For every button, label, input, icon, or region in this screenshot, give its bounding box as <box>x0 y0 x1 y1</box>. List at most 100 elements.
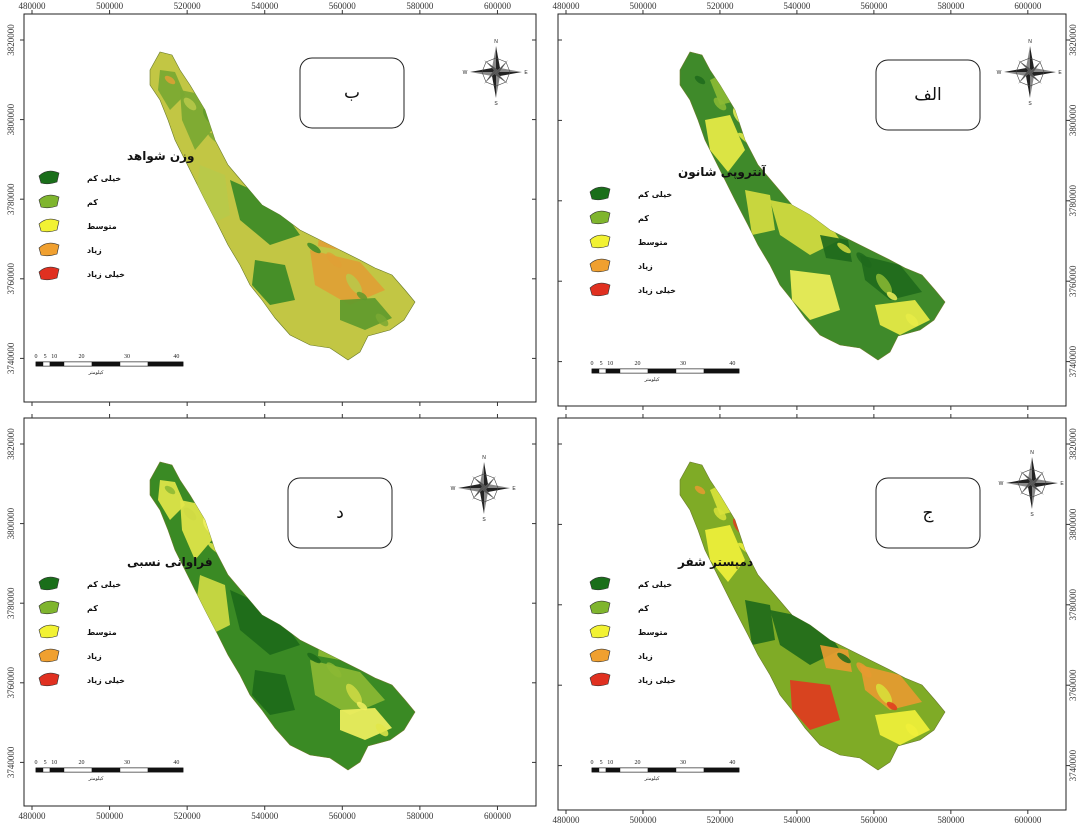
scale-number: 30 <box>680 760 686 766</box>
map-panel-b: 480000 500000 520000 540000 560000 580000 6000… <box>6 1 537 406</box>
class-patch <box>356 291 368 301</box>
class-patch <box>790 270 840 320</box>
compass-letter: N <box>482 455 486 461</box>
class-patch <box>375 313 389 327</box>
x-tick-label: 520000 <box>174 811 202 821</box>
y-tick-label: 3780000 <box>1068 185 1078 217</box>
class-patch <box>356 701 368 711</box>
scale-number: 20 <box>635 361 641 367</box>
legend-item-label: متوسط <box>87 222 117 231</box>
panel-label-box <box>299 57 405 129</box>
x-tick-label: 500000 <box>629 1 657 11</box>
legend-swatch <box>589 624 611 639</box>
compass-letter: E <box>1058 70 1062 76</box>
class-patch <box>307 242 321 254</box>
x-tick-label: 520000 <box>706 815 734 823</box>
class-patch <box>345 683 363 705</box>
panel-label-box <box>875 477 981 549</box>
scale-number: 5 <box>44 354 47 360</box>
y-tick-label: 3740000 <box>1068 749 1078 781</box>
legend-item-label: کم <box>87 198 98 207</box>
panel-frame <box>23 13 537 403</box>
legend: آنتروپی شانون خیلی کم کم متوسط زیاد خیلی زیاد <box>589 164 767 297</box>
panel-frame <box>23 417 537 807</box>
scale-unit: کیلومتر <box>643 377 660 383</box>
y-tick-label: 3800000 <box>1068 508 1078 540</box>
scale-bar-segment <box>35 361 44 367</box>
scale-number: 5 <box>600 760 603 766</box>
scale-bar-segment <box>703 368 740 374</box>
x-tick-label: 580000 <box>406 811 434 821</box>
scale-number: 30 <box>124 760 130 766</box>
class-patch <box>183 97 197 111</box>
scale-bar-segment <box>119 361 149 367</box>
compass-letter: N <box>494 39 498 45</box>
class-patch <box>820 645 852 672</box>
x-tick-label: 560000 <box>860 1 888 11</box>
x-tick-label: 540000 <box>783 1 811 11</box>
north-arrow-icon: N E S W <box>451 455 517 523</box>
class-patch <box>886 291 898 301</box>
compass-letter: E <box>524 70 528 76</box>
scale-number: 30 <box>680 361 686 367</box>
scale-number: 10 <box>51 760 57 766</box>
scale-number: 0 <box>35 354 38 360</box>
legend-item-label: خیلی زیاد <box>87 676 125 685</box>
x-tick-label: 500000 <box>629 815 657 823</box>
compass-letter: W <box>451 486 456 492</box>
y-tick-label: 3740000 <box>1068 345 1078 377</box>
scale-bar-segment <box>675 767 705 773</box>
legend-swatch <box>589 576 611 591</box>
legend-swatch <box>38 242 60 257</box>
scale-bar-segment <box>35 767 44 773</box>
class-patch <box>326 662 342 678</box>
x-tick-label: 540000 <box>251 811 279 821</box>
y-tick-label: 3820000 <box>6 428 16 460</box>
x-tick-label: 600000 <box>1014 815 1042 823</box>
scale-number: 20 <box>79 354 85 360</box>
class-patch <box>694 75 706 85</box>
y-tick-label: 3780000 <box>6 587 16 619</box>
class-patch <box>158 480 185 520</box>
scale-number: 5 <box>600 361 603 367</box>
compass-letter: S <box>482 517 486 523</box>
class-patch <box>790 680 840 730</box>
panel-frame <box>557 13 1067 407</box>
scale-number: 40 <box>729 760 735 766</box>
scale-number: 5 <box>44 760 47 766</box>
legend-item-label: خیلی کم <box>87 174 121 183</box>
compass-letter: S <box>1030 512 1034 518</box>
y-tick-label: 3800000 <box>6 103 16 135</box>
class-patch <box>307 652 321 664</box>
scale-number: 40 <box>729 361 735 367</box>
legend-item-label: خیلی کم <box>638 190 672 199</box>
map-panel-alef: 480000 500000 520000 540000 560000 580000 6000… <box>553 1 1078 410</box>
class-patch <box>860 665 922 710</box>
compass-letter: W <box>463 70 468 76</box>
legend-swatch <box>38 624 60 639</box>
class-patch <box>164 485 176 495</box>
north-arrow-icon: N E S W <box>463 39 529 107</box>
scale-number: 0 <box>591 361 594 367</box>
scale-bar: 0 5 10 20 30 40 کیلومتر <box>591 361 740 383</box>
x-tick-label: 480000 <box>19 1 47 11</box>
legend-swatch <box>38 648 60 663</box>
x-tick-label: 580000 <box>937 815 965 823</box>
panel-label-box <box>287 477 393 549</box>
panel-label: د <box>336 503 344 523</box>
legend: وزن شواهد خیلی کم کم متوسط زیاد خیلی زیاد <box>38 149 194 281</box>
y-tick-label: 3740000 <box>6 746 16 778</box>
y-tick-label: 3800000 <box>1068 104 1078 136</box>
scale-bar: 0 5 10 20 30 40 کیلومتر <box>35 354 184 376</box>
y-tick-label: 3780000 <box>6 183 16 215</box>
compass-letter: S <box>494 101 498 107</box>
legend-swatch <box>38 576 60 591</box>
legend-item-label: خیلی زیاد <box>87 270 125 279</box>
class-patch <box>886 701 898 711</box>
scale-number: 20 <box>635 760 641 766</box>
x-tick-label: 480000 <box>553 1 581 11</box>
class-patch <box>875 273 893 295</box>
compass-letter: E <box>1060 481 1064 487</box>
legend-item-label: متوسط <box>638 238 668 247</box>
